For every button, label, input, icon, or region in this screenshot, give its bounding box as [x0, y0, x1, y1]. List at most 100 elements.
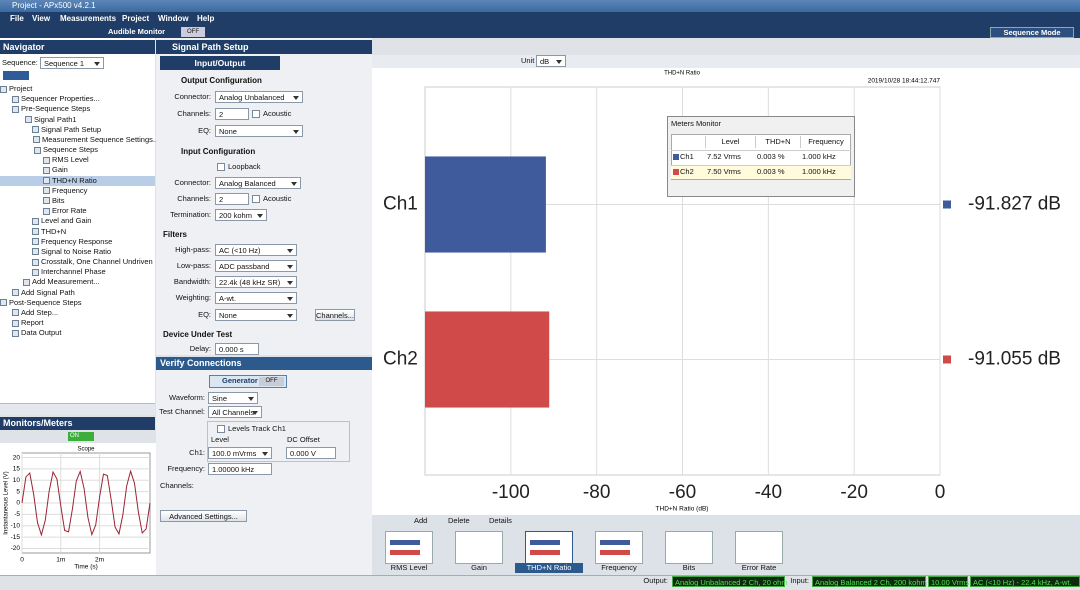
- text: Sequence:: [2, 58, 38, 67]
- checkbox[interactable]: [252, 195, 260, 203]
- panel-title: Verify Connections: [160, 358, 242, 368]
- checkbox[interactable]: [217, 425, 225, 433]
- thumbnail-label[interactable]: THD+N Ratio: [515, 563, 583, 573]
- toggle[interactable]: ON: [68, 432, 94, 441]
- dropdown[interactable]: None: [215, 125, 303, 137]
- thumbnail-label[interactable]: Frequency: [601, 563, 637, 572]
- button[interactable]: Channels...: [315, 309, 355, 321]
- dropdown[interactable]: All Channels: [208, 406, 262, 418]
- section-title: Input Configuration: [181, 147, 256, 156]
- status-field: AC (<10 Hz) - 22.4 kHz, A-wt.: [970, 576, 1080, 587]
- tree-item[interactable]: Level and Gain: [41, 216, 92, 226]
- thumbnail-label[interactable]: Error Rate: [741, 563, 777, 572]
- tree-item[interactable]: Error Rate: [52, 206, 87, 216]
- tree-item[interactable]: Pre-Sequence Steps: [21, 104, 91, 114]
- tree-icon: [23, 278, 30, 286]
- dropdown[interactable]: Sine: [208, 392, 258, 404]
- menu-item[interactable]: Help: [197, 14, 215, 23]
- dropdown[interactable]: 22.4k (48 kHz SR): [215, 276, 297, 288]
- dropdown[interactable]: Analog Unbalanced: [215, 91, 303, 103]
- menu-item[interactable]: Window: [158, 14, 189, 23]
- tree-icon: [32, 238, 39, 246]
- tree-item[interactable]: Sequence Steps: [43, 145, 99, 155]
- tree-item[interactable]: THD+N: [41, 226, 67, 236]
- dropdown[interactable]: A-wt.: [215, 292, 297, 304]
- input-box[interactable]: 1.00000 kHz: [208, 463, 272, 475]
- input-box[interactable]: 0.000 V: [286, 447, 336, 459]
- dropdown[interactable]: 200 kohm: [215, 209, 267, 221]
- tree-icon: [43, 177, 50, 185]
- tree-item[interactable]: Report: [21, 318, 44, 328]
- thumbnail[interactable]: [595, 531, 643, 564]
- tree-item[interactable]: Frequency Response: [41, 236, 113, 246]
- tree-item[interactable]: Interchannel Phase: [41, 267, 106, 277]
- dropdown[interactable]: None: [215, 309, 297, 321]
- thumbnail[interactable]: [665, 531, 713, 564]
- thumbnail-label[interactable]: Gain: [471, 563, 487, 572]
- menu-item[interactable]: Project: [122, 14, 150, 23]
- tree-item[interactable]: Measurement Sequence Settings...: [42, 134, 160, 144]
- thumbnail[interactable]: [385, 531, 433, 564]
- toggle[interactable]: OFF: [259, 377, 284, 386]
- table-cell: 7.52 Vrms: [707, 152, 741, 161]
- tree-item[interactable]: THD+N Ratio: [52, 175, 97, 185]
- table-cell: 0.003 %: [757, 152, 785, 161]
- thumbnail-label[interactable]: RMS Level: [390, 563, 428, 572]
- tab[interactable]: Input/Output: [160, 56, 280, 70]
- panel-header: [0, 417, 155, 430]
- panel-title: Navigator: [3, 42, 45, 52]
- dropdown[interactable]: 100.0 mVrms: [208, 447, 272, 459]
- input-box[interactable]: 2: [215, 193, 249, 205]
- text: Levels Track Ch1: [228, 424, 286, 433]
- menu-item[interactable]: Measurements: [60, 14, 117, 23]
- field-label: Test Channel:: [159, 407, 205, 416]
- column-header: THD+N: [755, 136, 800, 148]
- menu-item[interactable]: File: [10, 14, 24, 23]
- tree-item[interactable]: Gain: [52, 165, 68, 175]
- tree-item[interactable]: Signal Path1: [34, 114, 77, 124]
- toggle[interactable]: OFF: [181, 27, 205, 37]
- thumbnail[interactable]: [735, 531, 783, 564]
- tree-item[interactable]: Signal Path Setup: [41, 124, 102, 134]
- tree-icon: [32, 268, 39, 276]
- tree-item[interactable]: Add Measurement...: [32, 277, 100, 287]
- tree-item[interactable]: Bits: [52, 195, 65, 205]
- section-title: Filters: [163, 230, 188, 239]
- input-box[interactable]: 2: [215, 108, 249, 120]
- dropdown[interactable]: dB: [536, 55, 566, 67]
- run-button[interactable]: [3, 71, 29, 80]
- mode-button[interactable]: Sequence Mode: [990, 27, 1074, 38]
- tree-item[interactable]: Project: [9, 84, 33, 93]
- thumbnail[interactable]: [455, 531, 503, 564]
- tree-item[interactable]: Crosstalk, One Channel Undriven: [41, 257, 153, 267]
- field-label: Waveform:: [169, 393, 205, 402]
- status-field: 10.00 Vrms: [928, 576, 969, 587]
- dropdown[interactable]: Sequence 1: [40, 57, 104, 69]
- tree-item[interactable]: Data Output: [21, 328, 62, 338]
- tree-item[interactable]: Frequency: [52, 185, 88, 195]
- tree-item[interactable]: Add Step...: [21, 307, 59, 317]
- thumbnail[interactable]: [525, 531, 573, 564]
- tree-icon: [43, 197, 50, 205]
- dropdown[interactable]: AC (<10 Hz): [215, 244, 297, 256]
- dropdown-arrow: [293, 130, 299, 134]
- table-cell: 1.000 kHz: [802, 167, 836, 176]
- text: Unit: [521, 56, 535, 65]
- checkbox[interactable]: [252, 110, 260, 118]
- tree-item[interactable]: Sequencer Properties...: [21, 94, 100, 104]
- menu-item[interactable]: View: [32, 14, 51, 23]
- button[interactable]: Advanced Settings...: [160, 510, 247, 522]
- input-box[interactable]: 0.000 s: [215, 343, 259, 355]
- panel-header: [156, 40, 372, 54]
- field-label: Input:: [790, 576, 809, 585]
- tree-item[interactable]: Add Signal Path: [21, 287, 75, 297]
- checkbox[interactable]: [217, 163, 225, 171]
- dropdown[interactable]: ADC passband: [215, 260, 297, 272]
- thumbnail-label[interactable]: Bits: [682, 563, 696, 572]
- tree-item[interactable]: RMS Level: [52, 155, 89, 165]
- tree-item[interactable]: Signal to Noise Ratio: [41, 246, 112, 256]
- tree-item[interactable]: Post-Sequence Steps: [9, 297, 82, 307]
- table-cell: 0.003 %: [757, 167, 785, 176]
- dropdown[interactable]: Analog Balanced: [215, 177, 301, 189]
- tree-icon: [12, 289, 19, 297]
